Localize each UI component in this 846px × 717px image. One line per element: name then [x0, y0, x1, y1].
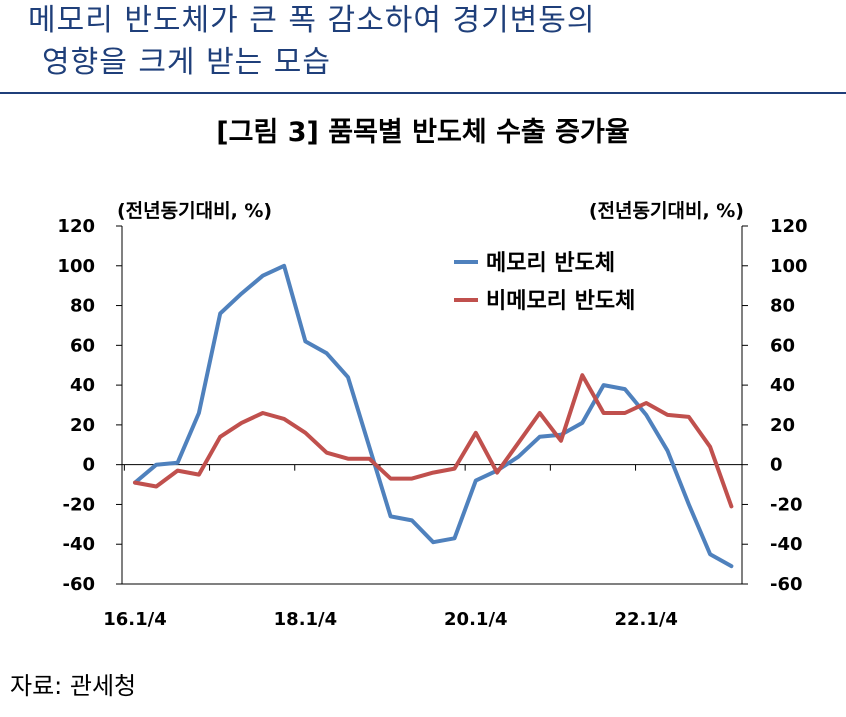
right-y-tick-label: 100: [770, 256, 808, 277]
x-tick-label: 22.1/4: [614, 609, 678, 630]
left-y-tick-label: 20: [70, 415, 95, 436]
headline-divider: [0, 92, 846, 94]
left-y-tick-label: 100: [57, 256, 95, 277]
right-y-tick-label: 20: [770, 415, 795, 436]
right-y-tick-label: 0: [770, 455, 783, 476]
series-line-1: [133, 263, 734, 569]
left-y-tick-label: 60: [70, 335, 95, 356]
right-y-tick-label: 120: [770, 216, 808, 237]
chart-series: [133, 263, 734, 569]
left-y-tick-label: 80: [70, 296, 95, 317]
right-y-tick-label: -40: [770, 534, 803, 555]
left-y-tick-label: -60: [62, 574, 95, 595]
legend-label-1: 메모리 반도체: [486, 251, 615, 276]
headline: 메모리 반도체가 큰 폭 감소하여 경기변동의 영향을 크게 받는 모습: [28, 0, 828, 84]
x-tick-label: 18.1/4: [274, 609, 338, 630]
left-y-tick-label: -20: [62, 494, 95, 515]
left-y-tick-label: 120: [57, 216, 95, 237]
right-y-tick-label: -60: [770, 574, 803, 595]
left-y-tick-label: -40: [62, 534, 95, 555]
legend-label-2: 비메모리 반도체: [486, 289, 635, 314]
headline-line-1: 메모리 반도체가 큰 폭 감소하여 경기변동의: [28, 3, 596, 38]
left-y-tick-label: 40: [70, 375, 95, 396]
left-axis-unit: (전년동기대비, %): [117, 200, 272, 222]
right-y-tick-label: 80: [770, 296, 795, 317]
x-tick-label: 20.1/4: [444, 609, 508, 630]
source-note: 자료: 관세청: [10, 672, 137, 700]
left-y-tick-label: 0: [82, 455, 95, 476]
x-tick-label: 16.1/4: [103, 609, 167, 630]
line-chart: -60 -60 -40 -40 -20 -20 0 0 20 20 40 40 60 60 80 80 100 1…: [57, 200, 807, 630]
series-line-2: [133, 373, 734, 509]
right-y-tick-label: 60: [770, 335, 795, 356]
right-axis-unit: (전년동기대비, %): [589, 200, 744, 222]
figure-title: [그림 3] 품목별 반도체 수출 증가율: [216, 117, 630, 148]
right-y-tick-label: 40: [770, 375, 795, 396]
headline-line-2: 영향을 크게 받는 모습: [42, 45, 332, 80]
chart-axes: -60 -60 -40 -40 -20 -20 0 0 20 20 40 40 60 60 80 80 100 1…: [57, 216, 807, 630]
right-y-tick-label: -20: [770, 494, 803, 515]
